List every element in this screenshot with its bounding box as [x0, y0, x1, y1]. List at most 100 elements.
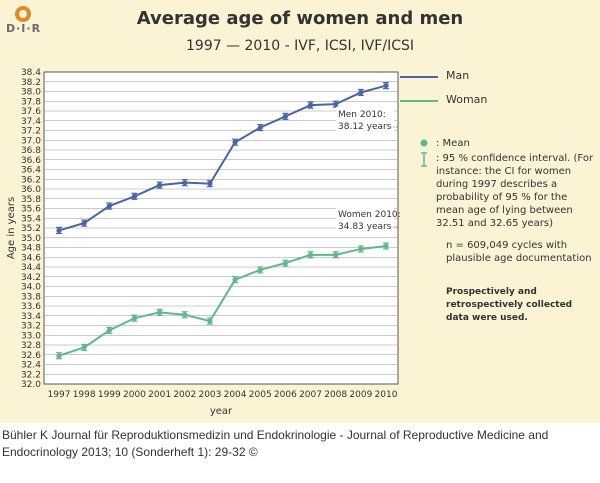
- y-tick-label: 34.4: [21, 263, 41, 273]
- data-point-man: [56, 227, 62, 234]
- data-point-man: [307, 102, 314, 108]
- data-point-man: [257, 124, 263, 131]
- annotation-text: 38.12 years: [338, 122, 392, 132]
- data-point-woman: [81, 344, 87, 351]
- y-tick-label: 36.6: [21, 156, 41, 166]
- x-axis-label: year: [210, 406, 233, 417]
- y-tick-label: 37.8: [21, 97, 41, 107]
- x-tick-label: 2007: [299, 390, 322, 400]
- y-tick-label: 33.0: [21, 331, 41, 341]
- y-tick-label: 35.8: [21, 195, 41, 205]
- y-tick-label: 36.2: [21, 175, 41, 185]
- data-point-woman: [383, 243, 389, 249]
- x-tick-label: 2001: [148, 390, 171, 400]
- data-point-woman: [207, 318, 213, 324]
- data-point-woman: [182, 312, 188, 318]
- x-tick-label: 2002: [173, 390, 196, 400]
- data-point-woman: [106, 327, 112, 333]
- y-tick-label: 32.8: [21, 341, 41, 351]
- series-line-man: [58, 84, 387, 232]
- y-tick-label: 34.2: [21, 273, 41, 283]
- confidence-interval-icon: [421, 152, 427, 167]
- annotation-text: Men 2010:: [338, 110, 386, 120]
- line-chart: 32.032.232.432.632.833.033.233.433.633.8…: [6, 68, 401, 417]
- y-tick-label: 32.6: [21, 351, 41, 361]
- logo-text: D·I·R: [6, 22, 42, 35]
- legend-woman-label: Woman: [446, 93, 488, 106]
- data-point-woman: [56, 353, 62, 359]
- x-tick-label: 2003: [198, 390, 221, 400]
- y-tick-label: 32.0: [21, 380, 41, 390]
- legend-ci-label: : 95 % confidence interval. (For instanc…: [436, 153, 594, 229]
- data-point-man: [131, 193, 138, 199]
- y-tick-label: 33.2: [21, 322, 41, 332]
- chart-subtitle: 1997 — 2010 - IVF, ICSI, IVF/ICSI: [186, 38, 414, 54]
- legend-mean-label: : Mean: [436, 138, 470, 149]
- data-point-man: [333, 101, 339, 107]
- y-tick-label: 37.0: [21, 136, 41, 146]
- x-tick-label: 1998: [73, 390, 96, 400]
- y-tick-label: 34.8: [21, 244, 41, 254]
- data-point-woman: [157, 309, 163, 315]
- x-tick-label: 1997: [48, 390, 71, 400]
- y-tick-label: 36.4: [21, 166, 41, 176]
- y-tick-label: 35.2: [21, 224, 41, 234]
- data-point-man: [157, 182, 163, 188]
- x-tick-label: 2010: [375, 390, 398, 400]
- annotation-text: 34.83 years: [338, 222, 392, 232]
- data-point-man: [106, 203, 112, 209]
- data-point-man: [358, 89, 364, 96]
- y-tick-label: 36.0: [21, 185, 41, 195]
- y-tick-label: 35.4: [21, 214, 41, 224]
- y-tick-label: 33.8: [21, 292, 41, 302]
- sample-size-note: n = 609,049 cycles with plausible age do…: [446, 240, 592, 264]
- data-point-woman: [307, 252, 314, 258]
- x-tick-label: 2000: [123, 390, 146, 400]
- annotation-box: [336, 107, 394, 133]
- y-tick-label: 34.6: [21, 253, 41, 263]
- y-tick-label: 32.4: [21, 361, 41, 371]
- data-point-woman: [282, 260, 288, 266]
- data-point-woman: [333, 252, 339, 258]
- mean-marker-icon: [420, 139, 428, 147]
- data-point-man: [383, 83, 389, 89]
- y-tick-label: 35.0: [21, 234, 41, 244]
- y-tick-label: 33.6: [21, 302, 41, 312]
- data-point-man: [232, 139, 238, 145]
- x-tick-label: 2005: [249, 390, 272, 400]
- y-tick-label: 38.2: [21, 78, 41, 88]
- x-tick-label: 2009: [349, 390, 372, 400]
- annotation-box: [336, 207, 394, 233]
- x-tick-label: 1999: [98, 390, 121, 400]
- y-tick-label: 37.6: [21, 107, 41, 117]
- y-tick-label: 37.2: [21, 127, 41, 137]
- legend-woman-line: [400, 100, 438, 102]
- data-point-woman: [232, 277, 238, 283]
- y-tick-label: 38.0: [21, 88, 41, 98]
- data-source-note: Prospectively and retrospectively collec…: [446, 287, 573, 323]
- data-point-man: [182, 180, 188, 186]
- legend-man-line: [400, 76, 438, 78]
- y-axis-label: Age in years: [6, 197, 17, 259]
- data-point-man: [81, 220, 87, 226]
- y-tick-label: 37.4: [21, 117, 41, 127]
- data-point-woman: [358, 246, 364, 252]
- data-point-man: [282, 113, 288, 119]
- citation-caption: Bühler K Journal für Reproduktionsmedizi…: [2, 428, 549, 459]
- x-tick-label: 2006: [274, 390, 297, 400]
- y-tick-label: 38.4: [21, 68, 41, 78]
- y-tick-label: 32.2: [21, 370, 41, 380]
- annotation-text: Women 2010:: [338, 210, 401, 220]
- y-tick-label: 33.4: [21, 312, 41, 322]
- x-tick-label: 2008: [324, 390, 347, 400]
- y-tick-label: 34.0: [21, 283, 41, 293]
- y-tick-label: 35.6: [21, 205, 41, 215]
- dir-logo-icon: [15, 6, 31, 22]
- data-point-man: [207, 181, 213, 187]
- series-line-woman: [58, 245, 387, 357]
- x-tick-label: 2004: [224, 390, 247, 400]
- legend-man-label: Man: [446, 69, 470, 82]
- data-point-woman: [257, 267, 263, 273]
- chart-title: Average age of women and men: [136, 8, 464, 29]
- y-tick-label: 36.8: [21, 146, 41, 156]
